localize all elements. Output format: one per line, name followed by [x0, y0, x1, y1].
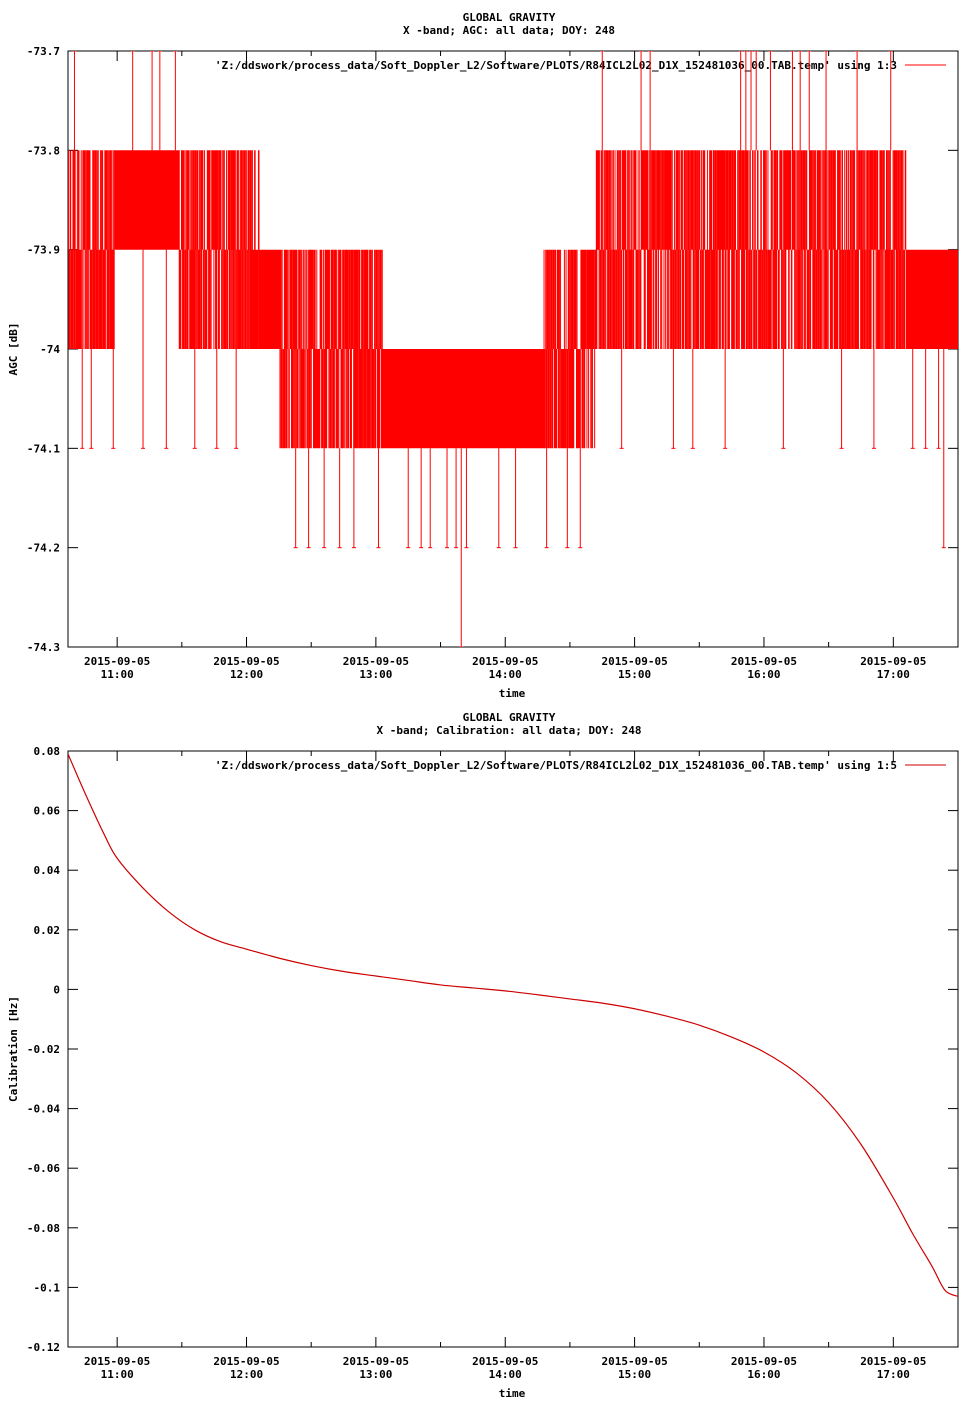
- x-tick-date-label: 2015-09-05: [860, 1355, 926, 1368]
- y-tick-label: -0.08: [27, 1222, 60, 1235]
- agc-segment: [259, 250, 278, 349]
- y-tick-label: -74.1: [27, 442, 60, 455]
- agc-segment: [382, 349, 544, 448]
- x-tick-time-label: 16:00: [747, 668, 780, 681]
- y-tick-label: -74.3: [27, 641, 60, 654]
- x-tick-time-label: 13:00: [359, 1368, 392, 1381]
- y-tick-label: 0.06: [34, 805, 61, 818]
- agc-trace: [115, 150, 179, 249]
- y-tick-label: -74.2: [27, 542, 60, 555]
- agc-trace: [68, 150, 114, 349]
- x-tick-date-label: 2015-09-05: [860, 655, 926, 668]
- x-tick-time-label: 12:00: [230, 1368, 263, 1381]
- series-group: [68, 51, 958, 647]
- chart-title: GLOBAL GRAVITY: [463, 711, 556, 724]
- agc-trace: [774, 150, 905, 349]
- y-tick-label: -74: [40, 343, 60, 356]
- x-tick-time-label: 17:00: [877, 668, 910, 681]
- chart-subtitle: X -band; AGC: all data; DOY: 248: [403, 24, 615, 37]
- agc-trace: [596, 150, 774, 349]
- y-tick-label: -0.04: [27, 1103, 60, 1116]
- y-tick-label: 0.08: [34, 745, 61, 758]
- agc-segment: [774, 150, 905, 349]
- x-tick-date-label: 2015-09-05: [84, 1355, 150, 1368]
- calibration-line: [68, 754, 958, 1296]
- x-axis-label: time: [499, 687, 526, 700]
- series-group: [68, 754, 958, 1296]
- chart-subtitle: X -band; Calibration: all data; DOY: 248: [377, 724, 642, 737]
- x-tick-time-label: 12:00: [230, 668, 263, 681]
- y-tick-label: -0.06: [27, 1162, 60, 1175]
- x-tick-time-label: 11:00: [101, 1368, 134, 1381]
- agc-trace: [906, 250, 958, 349]
- agc-trace: [179, 150, 259, 349]
- x-tick-time-label: 13:00: [359, 668, 392, 681]
- legend-label: 'Z:/ddswork/process_data/Soft_Doppler_L2…: [215, 59, 897, 72]
- x-tick-date-label: 2015-09-05: [731, 655, 797, 668]
- y-tick-label: -0.12: [27, 1341, 60, 1354]
- x-tick-date-label: 2015-09-05: [472, 655, 538, 668]
- x-tick-date-label: 2015-09-05: [601, 655, 667, 668]
- y-axis-label: Calibration [Hz]: [7, 996, 20, 1102]
- y-axis-label: AGC [dB]: [7, 323, 20, 376]
- agc-segment: [179, 150, 259, 349]
- agc-segment: [279, 250, 382, 449]
- x-tick-time-label: 11:00: [101, 668, 134, 681]
- agc-trace: [259, 250, 278, 349]
- x-axis-label: time: [499, 1387, 526, 1400]
- agc-segment: [906, 250, 958, 349]
- agc-trace: [544, 250, 596, 449]
- agc-segment: [68, 150, 114, 349]
- y-tick-label: 0.04: [34, 864, 61, 877]
- y-tick-label: -73.7: [27, 45, 60, 58]
- y-tick-label: -0.1: [34, 1281, 61, 1294]
- y-tick-label: -73.9: [27, 244, 60, 257]
- agc-trace: [382, 349, 544, 448]
- plot-frame: [68, 751, 958, 1347]
- x-tick-date-label: 2015-09-05: [343, 655, 409, 668]
- x-tick-date-label: 2015-09-05: [601, 1355, 667, 1368]
- x-tick-date-label: 2015-09-05: [731, 1355, 797, 1368]
- x-tick-time-label: 14:00: [489, 1368, 522, 1381]
- x-tick-date-label: 2015-09-05: [213, 1355, 279, 1368]
- x-tick-date-label: 2015-09-05: [213, 655, 279, 668]
- y-tick-label: 0: [53, 983, 60, 996]
- agc-segment: [115, 150, 179, 249]
- x-tick-time-label: 14:00: [489, 668, 522, 681]
- chart-title: GLOBAL GRAVITY: [463, 11, 556, 24]
- y-tick-label: -73.8: [27, 144, 60, 157]
- agc-segment: [596, 150, 774, 349]
- y-tick-label: 0.02: [34, 924, 61, 937]
- agc-segment: [544, 250, 596, 449]
- x-tick-time-label: 15:00: [618, 668, 651, 681]
- x-tick-time-label: 17:00: [877, 1368, 910, 1381]
- legend-label: 'Z:/ddswork/process_data/Soft_Doppler_L2…: [215, 759, 897, 772]
- x-tick-date-label: 2015-09-05: [472, 1355, 538, 1368]
- x-tick-date-label: 2015-09-05: [84, 655, 150, 668]
- y-tick-label: -0.02: [27, 1043, 60, 1056]
- agc-trace: [279, 250, 382, 449]
- x-tick-time-label: 16:00: [747, 1368, 780, 1381]
- x-tick-date-label: 2015-09-05: [343, 1355, 409, 1368]
- x-tick-time-label: 15:00: [618, 1368, 651, 1381]
